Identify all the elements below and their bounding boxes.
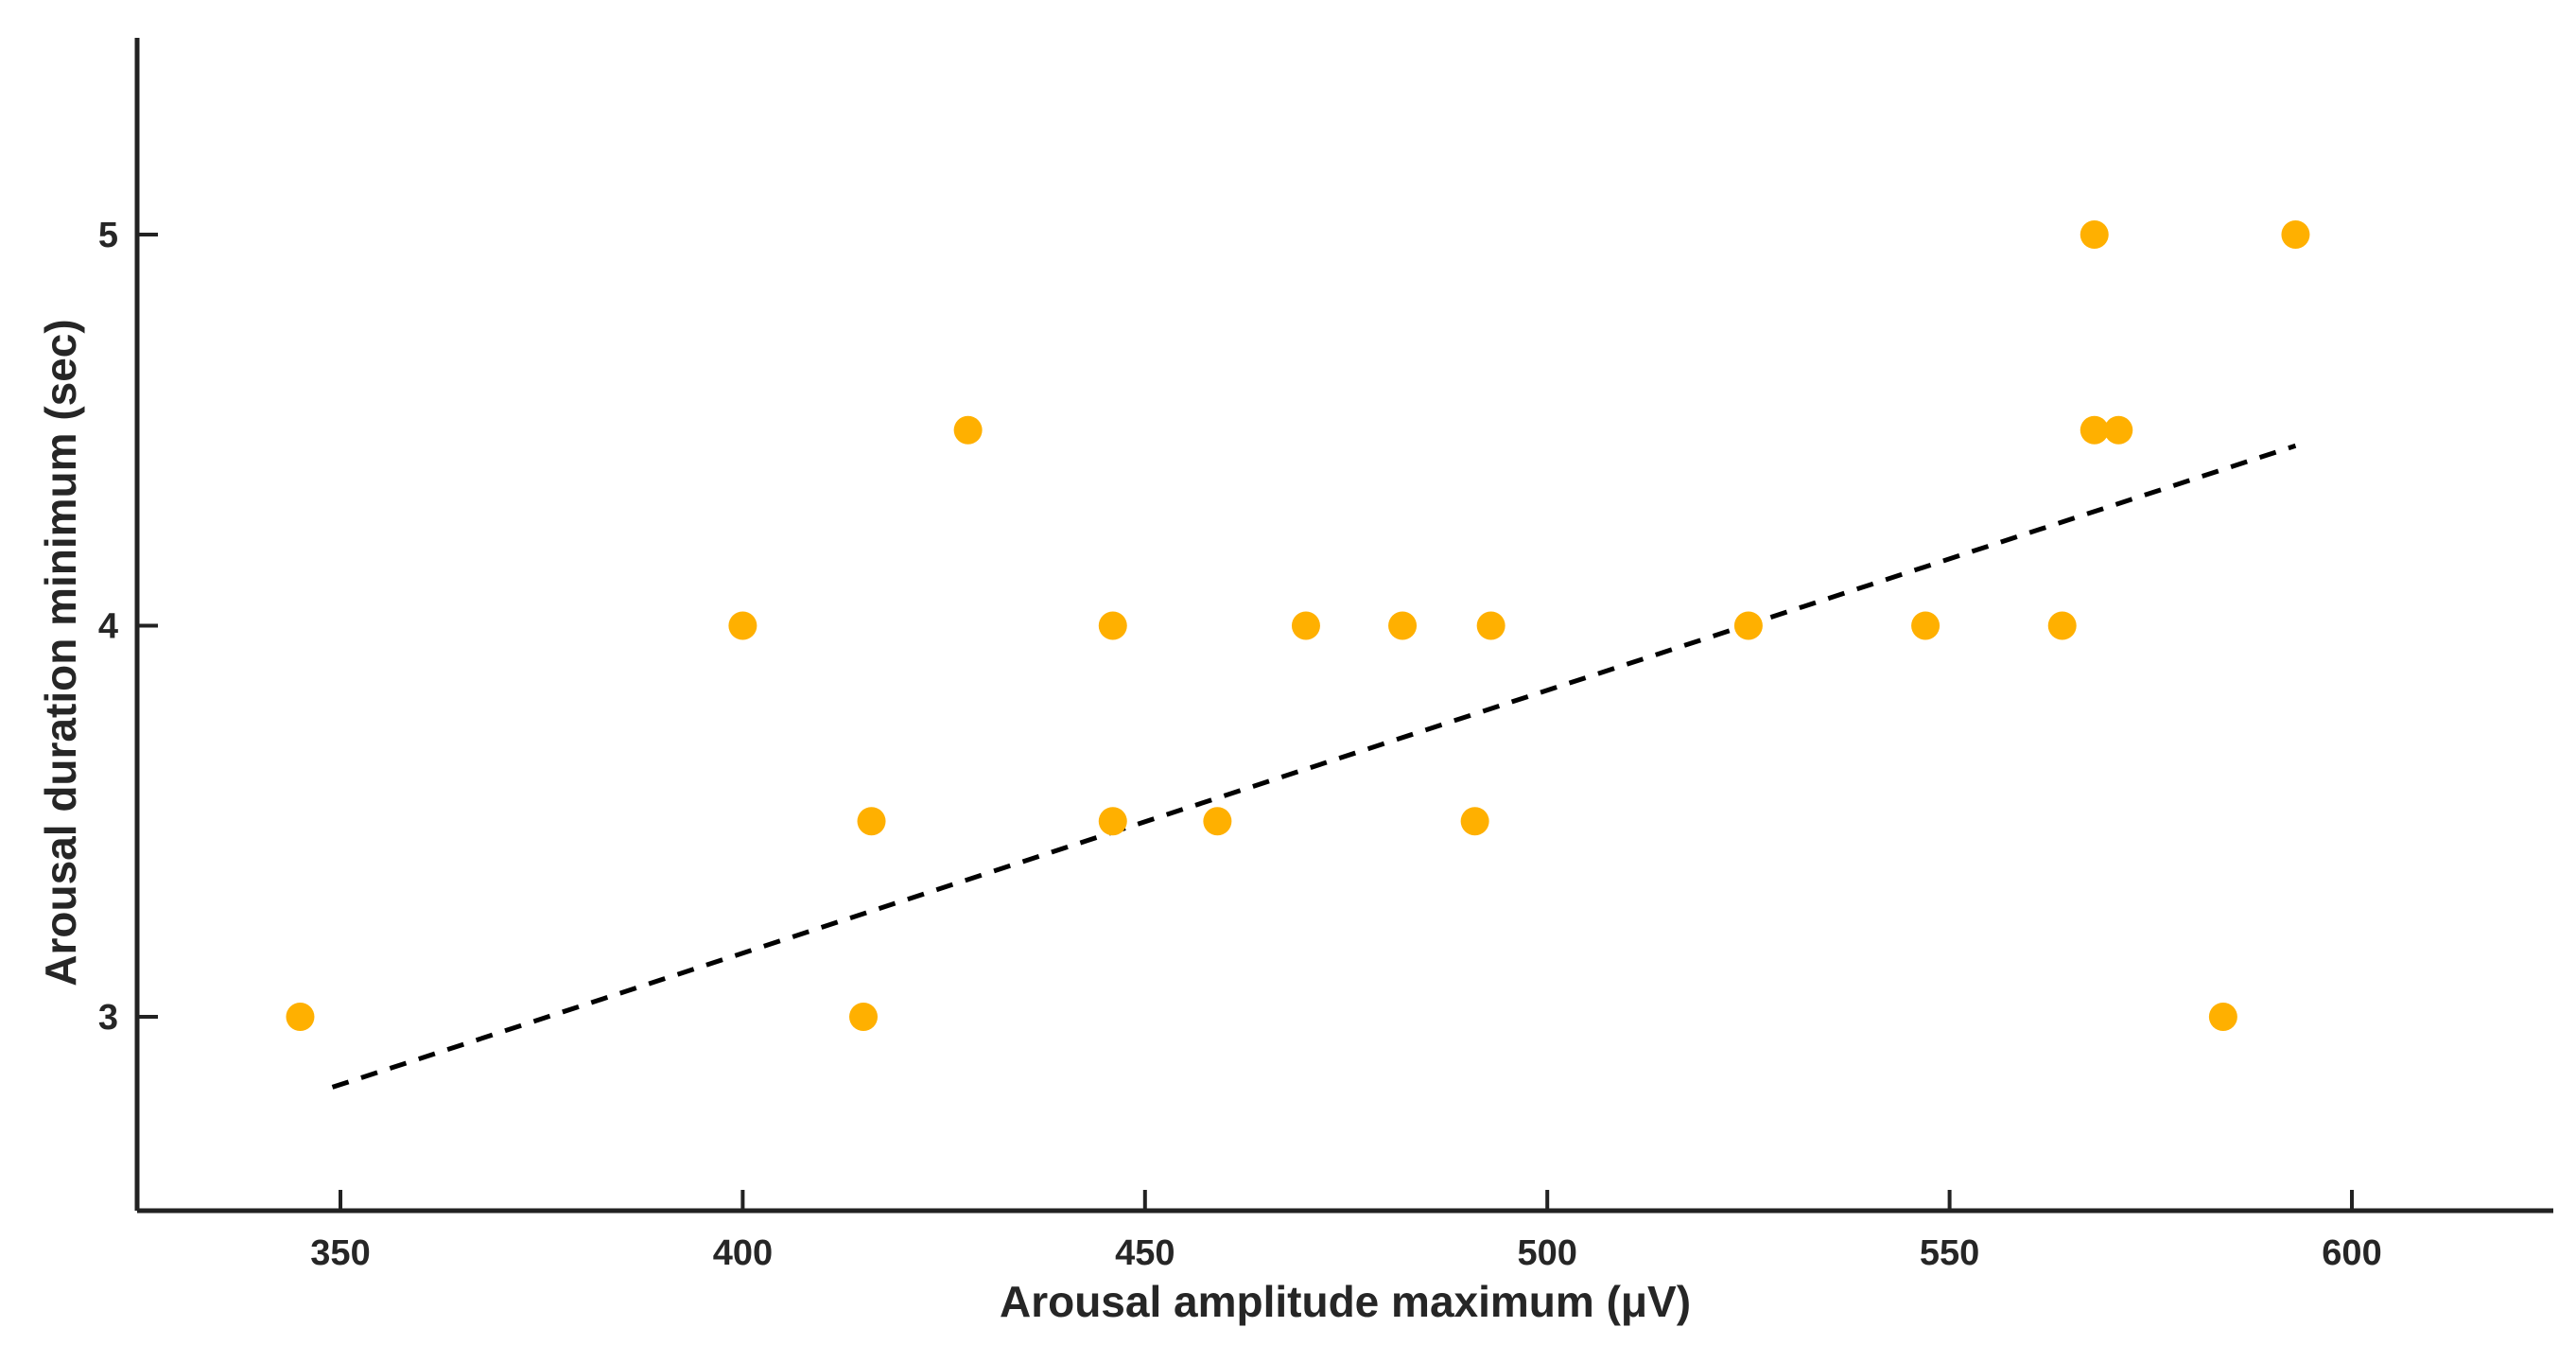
trend-line-layer — [331, 443, 2297, 1090]
data-point — [2047, 611, 2077, 640]
y-tick-label: 5 — [98, 216, 118, 255]
ticks: 350 400 450 500 550 600 3 4 5 — [98, 216, 2382, 1273]
data-point — [2208, 1003, 2237, 1031]
x-tick-label: 350 — [310, 1233, 370, 1273]
trend-line — [331, 443, 2297, 1090]
data-point — [1476, 611, 1506, 640]
x-tick-label: 450 — [1115, 1233, 1175, 1273]
data-point — [2080, 220, 2109, 249]
x-tick-label: 600 — [2322, 1233, 2381, 1273]
data-points-layer — [286, 220, 2310, 1031]
data-point — [2104, 415, 2133, 445]
y-axis-title: Arousal duration minimum (sec) — [36, 319, 85, 986]
data-point — [1098, 807, 1127, 836]
data-point — [1911, 611, 1941, 640]
data-point — [286, 1003, 315, 1031]
y-tick-label: 4 — [98, 607, 118, 647]
data-point — [1203, 807, 1232, 836]
data-point — [1460, 807, 1489, 836]
data-point — [728, 611, 757, 640]
x-tick-label: 400 — [713, 1233, 773, 1273]
data-point — [857, 807, 886, 836]
y-tick-label: 3 — [98, 998, 118, 1038]
data-point — [1733, 611, 1763, 640]
x-tick-label: 550 — [1920, 1233, 1979, 1273]
data-point — [2281, 220, 2310, 249]
data-point — [1291, 611, 1320, 640]
x-tick-label: 500 — [1517, 1233, 1576, 1273]
data-point — [1098, 611, 1127, 640]
axes — [134, 38, 2553, 1214]
data-point — [2080, 415, 2109, 445]
data-point — [849, 1003, 879, 1031]
x-axis-title: Arousal amplitude maximum (μV) — [1000, 1277, 1691, 1326]
data-point — [953, 415, 983, 445]
data-point — [1388, 611, 1418, 640]
